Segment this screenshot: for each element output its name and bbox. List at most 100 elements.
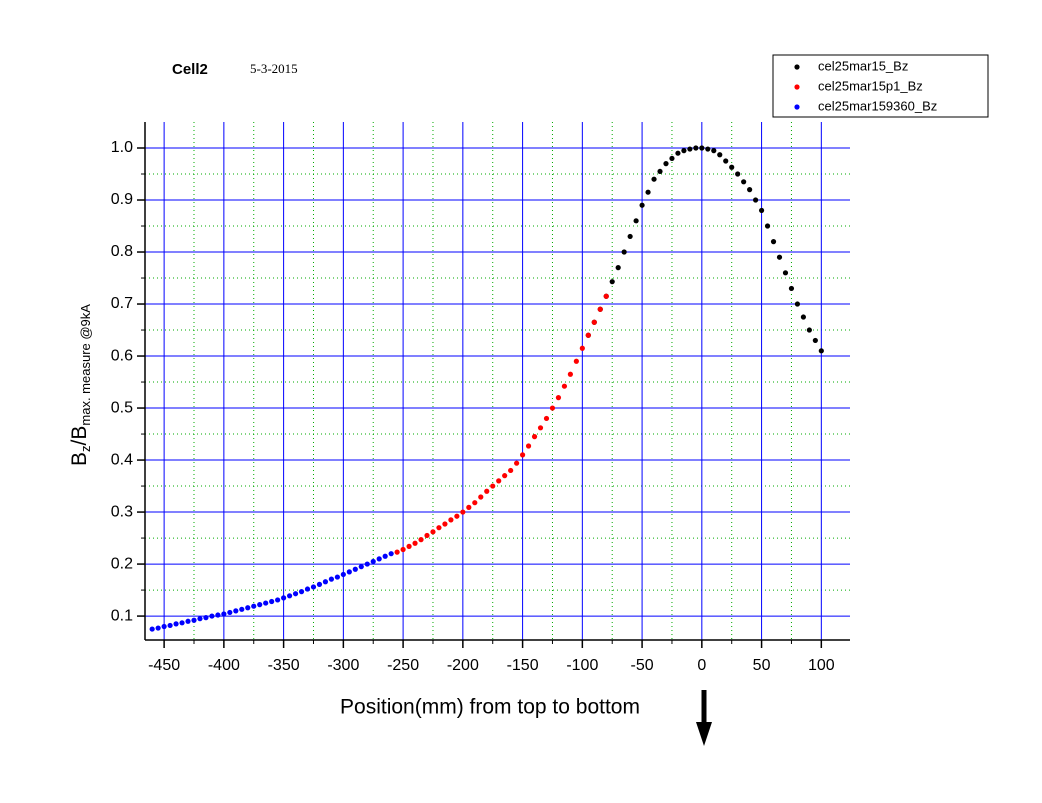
y-tick-label: 0.6: [111, 347, 133, 364]
data-point: [215, 612, 221, 618]
data-point: [436, 525, 442, 531]
data-point: [430, 529, 436, 535]
data-point: [340, 571, 346, 578]
data-point: [400, 546, 406, 553]
data-point: [597, 306, 603, 312]
data-point: [490, 483, 496, 489]
data-point: [579, 345, 585, 351]
data-point: [322, 579, 329, 585]
data-point: [717, 152, 723, 158]
data-point: [537, 425, 544, 431]
y-tick-label: 0.2: [111, 555, 133, 572]
data-point: [519, 452, 526, 458]
data-point: [657, 168, 663, 175]
data-point: [412, 540, 418, 546]
data-point: [561, 383, 568, 389]
data-point: [281, 595, 287, 601]
legend-marker: [794, 104, 800, 110]
data-point: [741, 179, 747, 185]
data-point: [525, 443, 532, 449]
x-tick-label: -300: [327, 657, 359, 674]
y-tick-label: 0.3: [111, 503, 133, 520]
data-point: [788, 285, 795, 292]
data-point: [275, 597, 281, 603]
data-point: [514, 460, 520, 466]
chart-subtitle: 5-3-2015: [250, 61, 298, 76]
data-point: [794, 301, 801, 307]
data-point: [764, 223, 771, 229]
legend-label: cel25mar15p1_Bz: [818, 78, 923, 93]
arrow-head: [696, 722, 712, 746]
data-point: [310, 584, 317, 590]
data-point: [573, 358, 579, 364]
data-point: [818, 348, 824, 354]
data-point: [221, 611, 227, 617]
series: [585, 145, 824, 354]
data-point: [651, 176, 657, 182]
y-axis-label: Bz/Bmax. measure @9kA: [68, 304, 94, 466]
data-point: [621, 249, 627, 255]
data-point: [609, 279, 615, 285]
data-point: [693, 145, 699, 151]
data-point: [770, 239, 777, 245]
data-point: [591, 319, 597, 325]
data-point: [388, 551, 394, 557]
x-tick-label: -150: [507, 657, 539, 674]
legend: cel25mar15_Bz cel25mar15p1_Bz cel25mar1593…: [772, 54, 989, 118]
data-point: [257, 602, 263, 608]
data-point: [251, 603, 257, 609]
data-point: [699, 145, 705, 151]
legend-marker: [794, 84, 800, 90]
y-tick-label: 0.7: [111, 295, 133, 312]
data-point: [316, 581, 323, 587]
data-point: [352, 566, 358, 572]
data-point: [424, 532, 430, 539]
x-tick-label: -450: [148, 657, 180, 674]
data-point: [203, 615, 209, 621]
series: [149, 551, 394, 632]
data-point: [173, 621, 179, 627]
data-point: [304, 586, 311, 592]
data-point: [603, 293, 609, 299]
y-tick-label: 0.9: [111, 191, 133, 208]
legend-label: cel25mar159360_Bz: [818, 98, 937, 113]
data-point: [239, 606, 245, 612]
data-point: [448, 517, 454, 523]
data-point: [245, 605, 251, 611]
data-point: [633, 218, 639, 224]
data-point: [567, 371, 573, 377]
data-point: [460, 509, 466, 515]
data-point: [549, 405, 556, 411]
data-point: [669, 155, 675, 162]
data-point: [502, 473, 508, 479]
data-point: [376, 556, 382, 562]
data-point: [191, 617, 197, 623]
data-point: [753, 197, 759, 203]
x-tick-label: -400: [208, 657, 240, 674]
y-label-part: B: [68, 452, 91, 466]
down-arrow: [696, 690, 712, 746]
x-tick-label: -50: [631, 657, 654, 674]
legend-label: cel25mar15_Bz: [818, 58, 908, 73]
y-tick-label: 0.1: [111, 607, 133, 624]
data-point: [675, 150, 681, 156]
data-point: [543, 415, 550, 422]
x-axis-label: Position(mm) from top to bottom: [340, 696, 640, 719]
data-point: [800, 314, 806, 320]
y-label-part: z: [78, 445, 93, 452]
x-tick-label: -250: [387, 657, 419, 674]
y-label-part: max. measure @9kA: [78, 304, 93, 426]
data-point: [269, 598, 275, 605]
data-point: [358, 564, 364, 570]
data-point: [496, 478, 502, 484]
data-point: [334, 574, 340, 580]
series: [394, 293, 609, 555]
data-point: [179, 620, 185, 626]
data-point: [812, 337, 818, 344]
data-point: [197, 616, 203, 622]
data-point: [782, 270, 789, 276]
data-point: [155, 625, 161, 631]
x-tick-label: -350: [268, 657, 300, 674]
x-tick-label: -200: [447, 657, 479, 674]
